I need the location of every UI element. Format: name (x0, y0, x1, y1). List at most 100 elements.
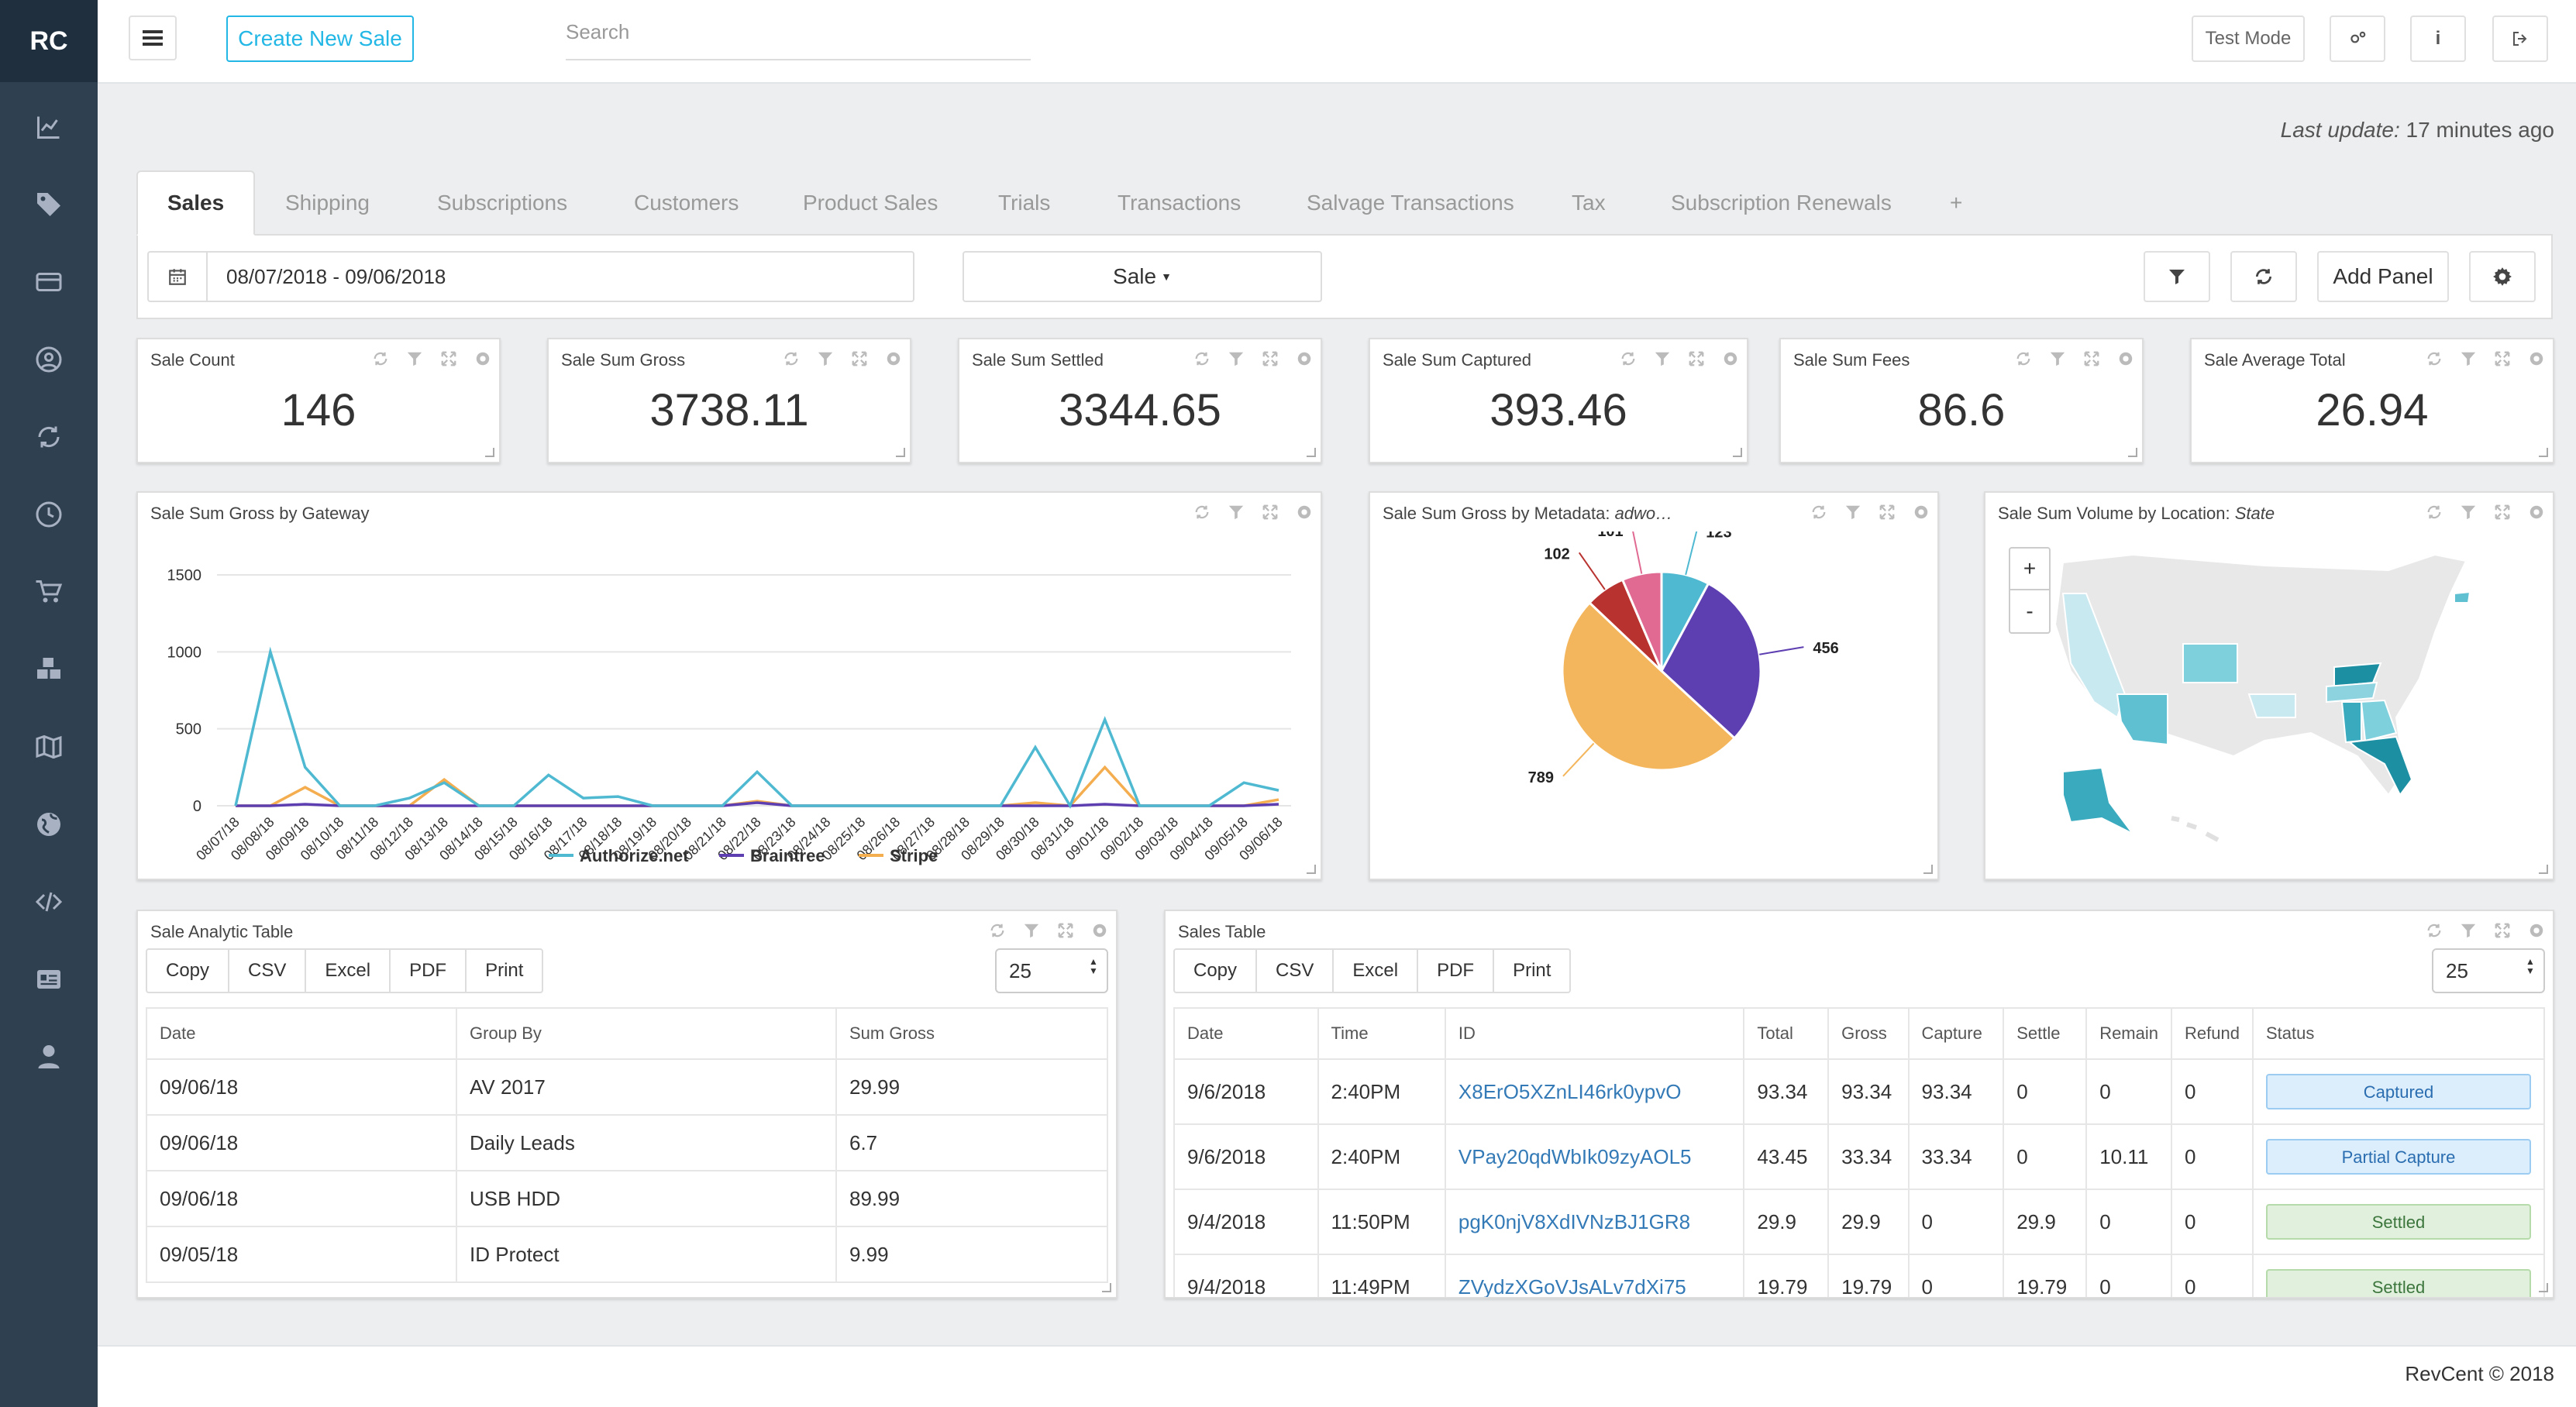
refresh-icon[interactable] (2426, 504, 2443, 521)
user-circle-icon[interactable] (0, 336, 98, 383)
pie-slice[interactable] (1561, 600, 1737, 772)
logout-button[interactable] (2492, 15, 2548, 62)
zoom-in-button[interactable]: + (2010, 549, 2049, 590)
filter-icon[interactable] (2460, 504, 2477, 521)
resize-handle[interactable] (1733, 448, 1742, 457)
clock-icon[interactable] (0, 491, 98, 538)
column-header[interactable]: Status (2252, 1007, 2545, 1060)
filter-icon[interactable] (2049, 350, 2066, 367)
info-button[interactable]: i (2410, 15, 2466, 62)
gear-icon[interactable] (885, 350, 902, 367)
test-mode-button[interactable]: Test Mode (2192, 15, 2305, 62)
refresh-icon[interactable] (2426, 350, 2443, 367)
add-tab-button[interactable]: + (1950, 191, 1963, 215)
analytics-icon[interactable] (0, 104, 98, 150)
tab-shipping[interactable]: Shipping (285, 191, 370, 215)
page-size-select[interactable]: 25 (995, 948, 1108, 993)
tab-sales[interactable]: Sales (136, 170, 256, 236)
filter-icon[interactable] (2460, 350, 2477, 367)
expand-icon[interactable] (1262, 504, 1279, 521)
column-header[interactable]: Time (1317, 1007, 1446, 1060)
tab-subscription-renewals[interactable]: Subscription Renewals (1671, 191, 1892, 215)
search-input[interactable]: Search (566, 19, 1031, 60)
expand-icon[interactable] (440, 350, 457, 367)
resize-handle[interactable] (1102, 1283, 1111, 1292)
credit-card-icon[interactable] (0, 259, 98, 305)
user-icon[interactable] (0, 1034, 98, 1080)
copy-button[interactable]: Copy (147, 950, 230, 992)
expand-icon[interactable] (2494, 922, 2511, 939)
column-header[interactable]: Group By (456, 1007, 837, 1060)
refresh-icon[interactable] (0, 414, 98, 460)
code-icon[interactable] (0, 879, 98, 925)
sale-id-link[interactable]: pgK0njV8XdIVNzBJ1GR8 (1444, 1189, 1745, 1255)
tab-salvage-transactions[interactable]: Salvage Transactions (1307, 191, 1514, 215)
tab-trials[interactable]: Trials (998, 191, 1051, 215)
refresh-icon[interactable] (1193, 350, 1211, 367)
expand-icon[interactable] (1688, 350, 1705, 367)
tab-customers[interactable]: Customers (634, 191, 739, 215)
pdf-button[interactable]: PDF (391, 950, 467, 992)
filter-icon[interactable] (1228, 350, 1245, 367)
sale-type-dropdown[interactable]: Sale ▼ (963, 251, 1322, 302)
legend-label[interactable]: Braintree (750, 846, 825, 865)
print-button[interactable]: Print (1513, 960, 1551, 981)
gear-icon[interactable] (1722, 350, 1739, 367)
column-header[interactable]: Remain (2085, 1007, 2172, 1060)
gear-icon[interactable] (1296, 350, 1313, 367)
refresh-icon[interactable] (989, 922, 1006, 939)
legend-label[interactable]: Authorize.net (580, 846, 689, 865)
globe-icon[interactable] (0, 801, 98, 848)
gear-icon[interactable] (2528, 350, 2545, 367)
date-range-picker[interactable]: 08/07/2018 - 09/06/2018 (147, 251, 914, 302)
expand-icon[interactable] (2083, 350, 2100, 367)
refresh-icon[interactable] (1620, 350, 1637, 367)
map-icon[interactable] (0, 724, 98, 770)
expand-icon[interactable] (851, 350, 868, 367)
gear-icon[interactable] (2528, 504, 2545, 521)
filter-icon[interactable] (1844, 504, 1861, 521)
tab-tax[interactable]: Tax (1572, 191, 1606, 215)
sale-id-link[interactable]: ZVydzXGoVJsALv7dXi75 (1444, 1254, 1745, 1297)
column-header[interactable]: Refund (2171, 1007, 2254, 1060)
us-state-map[interactable] (2032, 547, 2512, 865)
resize-handle[interactable] (2539, 1283, 2548, 1292)
filter-icon[interactable] (817, 350, 834, 367)
csv-button[interactable]: CSV (1257, 950, 1334, 992)
create-new-sale-button[interactable]: Create New Sale (226, 15, 414, 62)
print-button[interactable]: Print (485, 960, 524, 981)
resize-handle[interactable] (2539, 448, 2548, 457)
column-header[interactable]: Gross (1827, 1007, 1910, 1060)
menu-toggle-button[interactable] (129, 15, 177, 60)
filter-icon[interactable] (2460, 922, 2477, 939)
expand-icon[interactable] (1057, 922, 1074, 939)
pdf-button[interactable]: PDF (1418, 950, 1495, 992)
tab-subscriptions[interactable]: Subscriptions (437, 191, 568, 215)
gear-icon[interactable] (2117, 350, 2134, 367)
resize-handle[interactable] (2128, 448, 2137, 457)
column-header[interactable]: Sum Gross (835, 1007, 1108, 1060)
resize-handle[interactable] (1923, 865, 1933, 874)
sale-id-link[interactable]: X8ErO5XZnLI46rk0ypvO (1444, 1058, 1745, 1125)
copy-button[interactable]: Copy (1175, 950, 1258, 992)
zoom-out-button[interactable]: - (2026, 599, 2034, 623)
resize-handle[interactable] (485, 448, 494, 457)
column-header[interactable]: ID (1444, 1007, 1745, 1060)
filter-icon[interactable] (406, 350, 423, 367)
resize-handle[interactable] (2539, 865, 2548, 874)
add-panel-button[interactable]: Add Panel (2317, 251, 2449, 302)
column-header[interactable]: Total (1743, 1007, 1830, 1060)
column-header[interactable]: Date (146, 1007, 457, 1060)
gear-icon[interactable] (1296, 504, 1313, 521)
expand-icon[interactable] (2494, 350, 2511, 367)
page-size-select[interactable]: 25 (2432, 948, 2545, 993)
sale-id-link[interactable]: VPay20qdWbIk09zyAOL5 (1444, 1123, 1745, 1190)
expand-icon[interactable] (1879, 504, 1896, 521)
gear-icon[interactable] (2528, 922, 2545, 939)
id-card-icon[interactable] (0, 956, 98, 1003)
pie-slice[interactable] (1660, 582, 1762, 740)
refresh-button[interactable] (2230, 251, 2297, 302)
column-header[interactable]: Capture (1907, 1007, 2005, 1060)
column-header[interactable]: Date (1173, 1007, 1319, 1060)
tab-transactions[interactable]: Transactions (1118, 191, 1242, 215)
